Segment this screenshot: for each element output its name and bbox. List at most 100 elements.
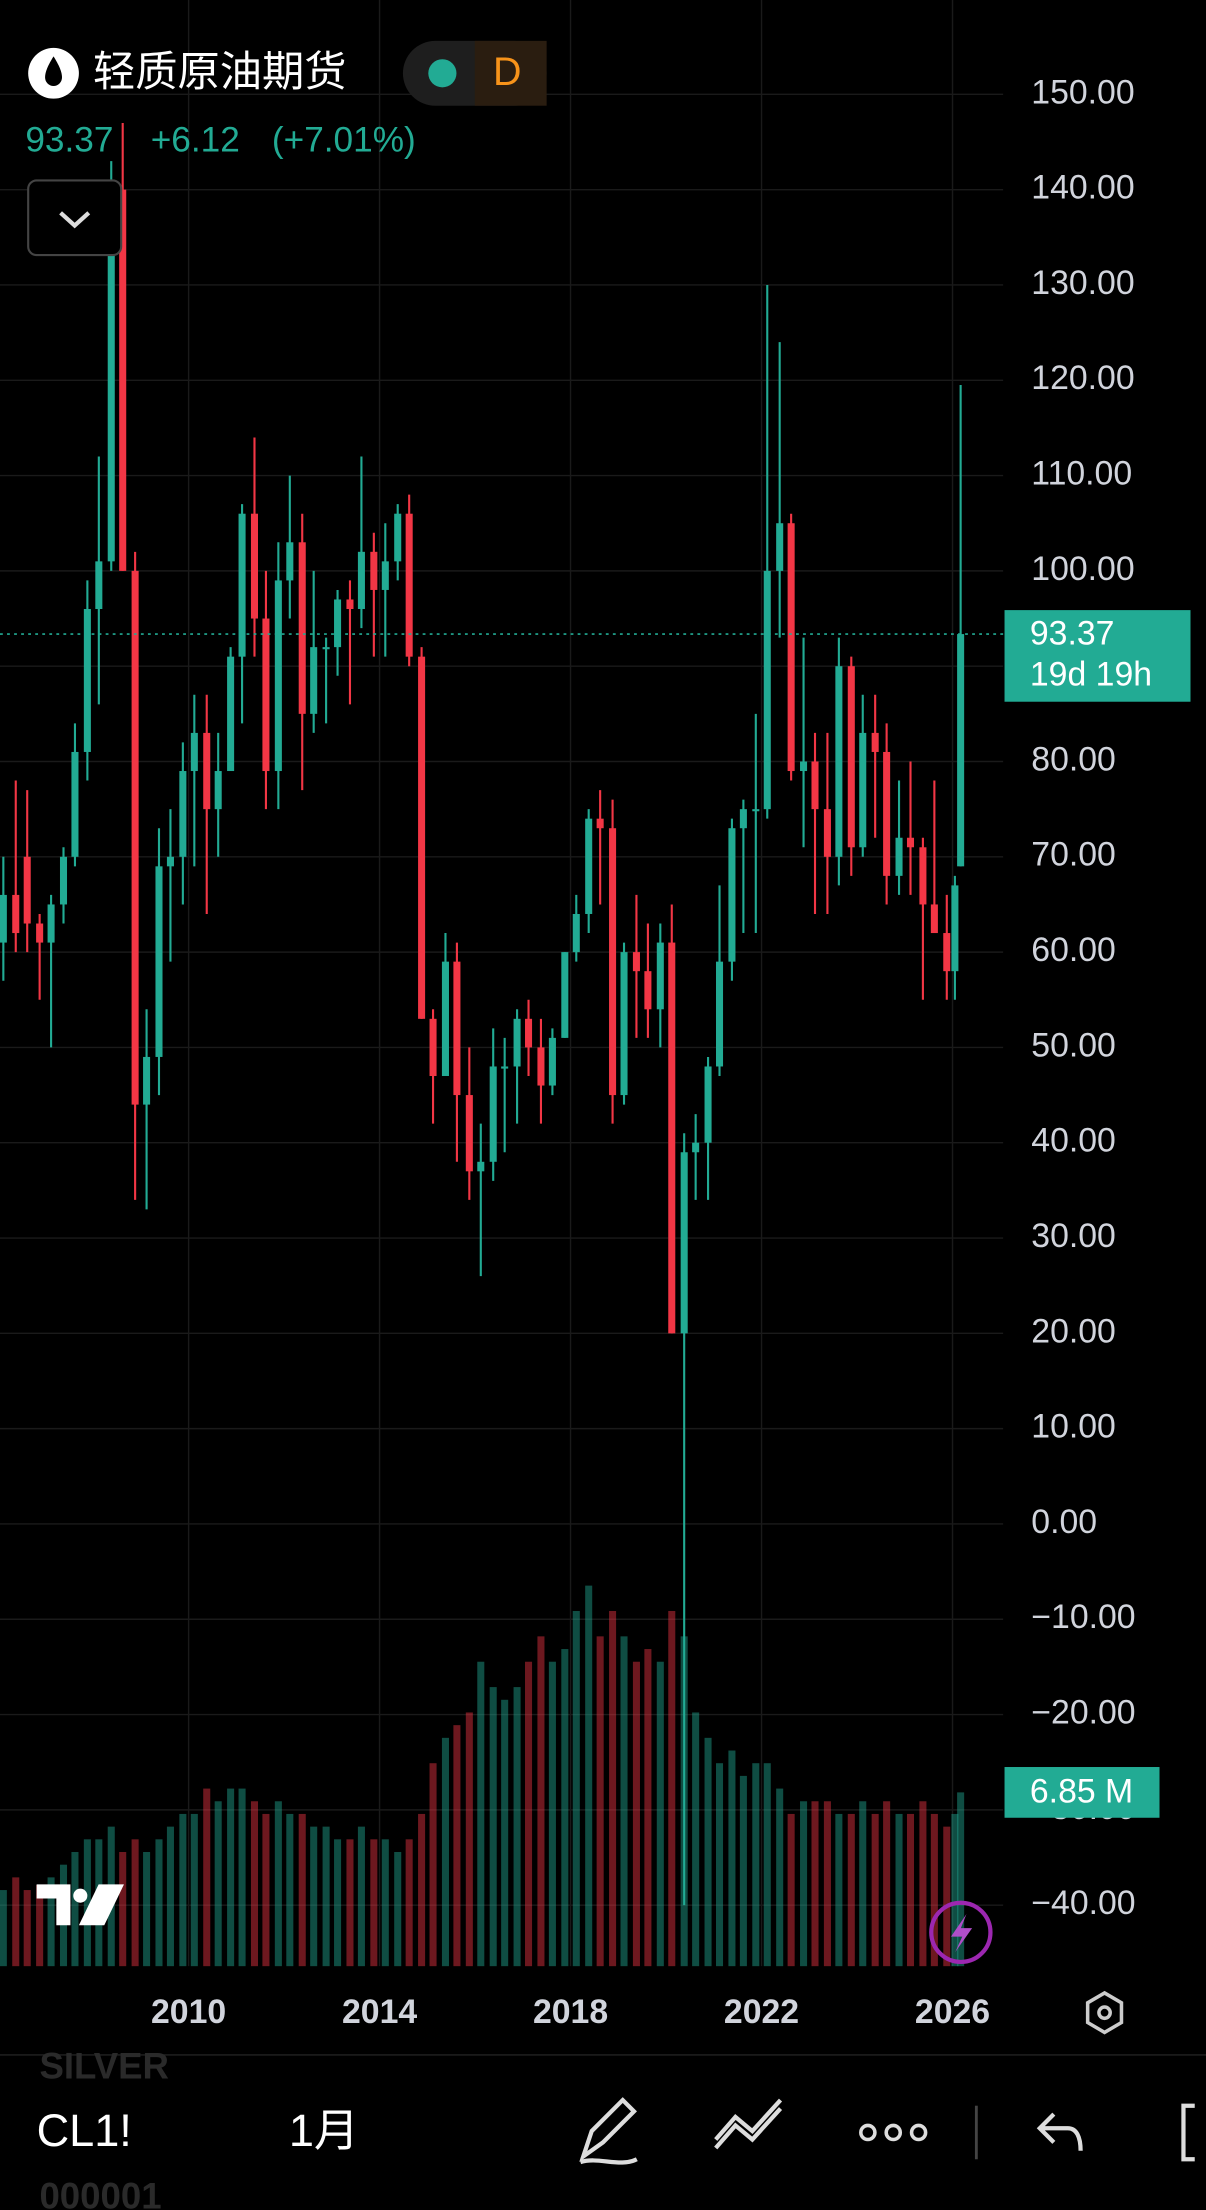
volume-bar [203, 1788, 211, 1967]
candle-body [418, 656, 426, 1019]
volume-bar [381, 1839, 389, 1967]
candle-body [357, 551, 365, 610]
candle-body [823, 809, 831, 857]
volume-bar [23, 1890, 31, 1967]
candle-body [190, 732, 198, 772]
candle-body [585, 818, 593, 914]
volume-bar [179, 1813, 187, 1967]
volume-bar [310, 1826, 318, 1967]
volume-bar [572, 1610, 580, 1967]
candle-body [548, 1037, 556, 1086]
candle-body [620, 952, 628, 1096]
volume-bar [823, 1801, 831, 1967]
draw-tool[interactable] [579, 2097, 638, 2165]
candle-body [656, 942, 664, 1010]
dot [859, 2123, 877, 2142]
y-tick-label: 120.00 [1031, 359, 1134, 397]
volume-bar [585, 1585, 593, 1967]
candle-body [752, 809, 760, 812]
volume-bar [119, 1852, 127, 1967]
volume-bar [143, 1852, 151, 1967]
volume-bar [418, 1813, 426, 1967]
candle-body [692, 1142, 700, 1153]
y-tick-label: 20.00 [1031, 1312, 1116, 1350]
candle-body [811, 761, 819, 810]
candle-body [95, 561, 103, 610]
volume-label-bg [1004, 1767, 1160, 1818]
change-percent: (+7.01%) [272, 121, 416, 160]
candle-body [227, 656, 235, 772]
volume-bar [692, 1712, 700, 1967]
y-tick-label: 50.00 [1031, 1026, 1116, 1064]
volume-bar [704, 1737, 712, 1967]
lightning-button[interactable] [929, 1900, 993, 1965]
candle-body [298, 542, 306, 714]
y-tick-label: 30.00 [1031, 1217, 1116, 1255]
candle-body [453, 961, 461, 1096]
candle-body [286, 542, 294, 581]
x-tick-label: 2026 [915, 1993, 990, 2031]
candle-body [262, 618, 270, 772]
volume-bar [429, 1763, 437, 1967]
volume-bar [465, 1712, 473, 1967]
volume-bar [394, 1852, 402, 1967]
volume-bar [453, 1725, 461, 1967]
settings-icon[interactable] [1085, 1990, 1124, 2035]
dot [909, 2123, 928, 2142]
candle-body [715, 961, 724, 1067]
candle-body [906, 837, 915, 848]
fullscreen-button[interactable] [1181, 2103, 1195, 2162]
volume-bar [357, 1826, 365, 1967]
volume-bar [596, 1636, 604, 1967]
volume-bar [859, 1801, 867, 1967]
interval-badge: D [493, 50, 521, 94]
candle-body [513, 1018, 521, 1067]
candle-body [572, 913, 580, 953]
symbol-title[interactable]: 轻质原油期货 [93, 48, 347, 95]
candle-body [405, 513, 413, 657]
candle-body [871, 732, 879, 752]
candle-body [596, 818, 604, 829]
lightning-icon [950, 1914, 973, 1953]
volume-bar [322, 1826, 330, 1967]
volume-bar [238, 1788, 246, 1967]
volume-bar [620, 1636, 628, 1967]
y-tick-label: 140.00 [1031, 169, 1134, 207]
candle-body [561, 952, 569, 1038]
symbol-button[interactable]: CL1! [37, 2105, 132, 2156]
candle-body [83, 609, 91, 752]
candle-body [895, 837, 903, 876]
candle-body [370, 551, 378, 590]
volume-bar [36, 1884, 44, 1967]
undo-button[interactable] [1036, 2112, 1083, 2151]
y-tick-label: 10.00 [1031, 1408, 1116, 1446]
candle-body [143, 1056, 151, 1105]
settings-icon-center [1097, 2005, 1112, 2021]
overlay: 150.00140.00130.00120.00110.00100.0090.0… [0, 73, 1191, 2031]
interval-button[interactable]: 1月 [289, 2105, 359, 2156]
volume-bar [525, 1661, 533, 1967]
candle-body [179, 771, 187, 857]
volume-bar [441, 1737, 449, 1967]
candle-body [951, 885, 959, 972]
volume-bar [668, 1610, 676, 1967]
more-button[interactable] [859, 2123, 928, 2142]
volume-bar [609, 1610, 617, 1967]
candle-body [776, 523, 784, 571]
y-tick-label: −10.00 [1031, 1598, 1135, 1636]
candle-body [23, 856, 31, 924]
volume-bar [190, 1813, 198, 1967]
volume-bar [957, 1792, 965, 1967]
collapse-button[interactable] [27, 179, 123, 257]
y-tick-label: 0.00 [1031, 1503, 1097, 1541]
x-tick-label: 2018 [533, 1993, 608, 2031]
volume-bar [561, 1649, 569, 1967]
candle-body [214, 771, 222, 810]
volume-bar [513, 1687, 521, 1967]
candle-body [763, 570, 771, 810]
y-tick-label: 100.00 [1031, 550, 1134, 588]
volume-bar [776, 1788, 784, 1967]
trend-tool[interactable] [714, 2098, 783, 2150]
y-tick-label: 110.00 [1031, 455, 1132, 493]
volume-bar [71, 1852, 79, 1967]
